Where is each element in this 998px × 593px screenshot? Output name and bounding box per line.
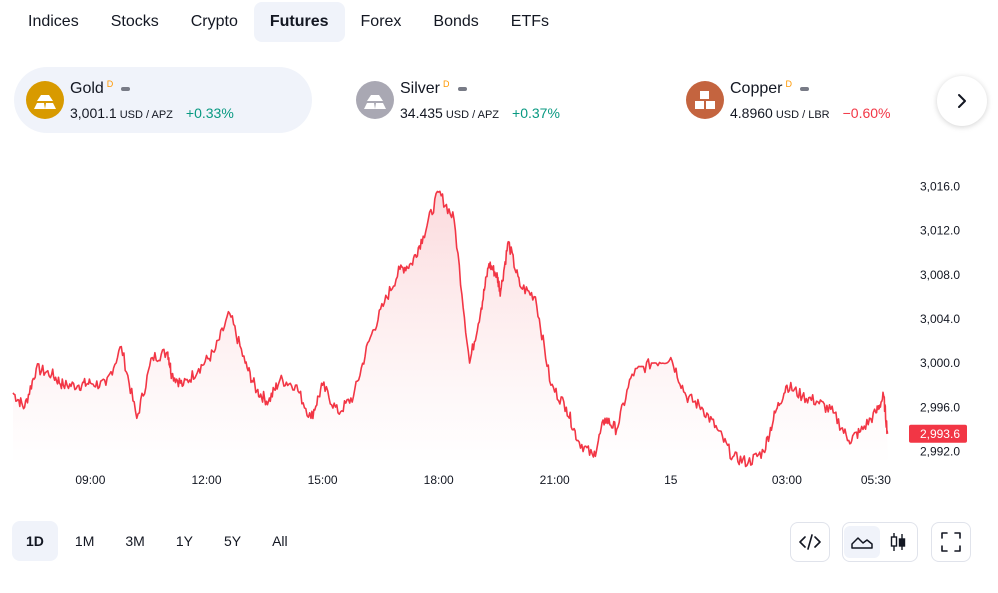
area-chart-button[interactable]: [844, 526, 880, 558]
y-tick-label: 3,012.0: [920, 224, 960, 238]
tab-futures[interactable]: Futures: [253, 2, 345, 42]
market-status-icon: [799, 87, 809, 91]
ticker-copper[interactable]: Copper D 4.8960 USD / LBR −0.60%: [674, 67, 934, 133]
ticker-change: −0.60%: [842, 105, 891, 121]
delayed-flag: D: [106, 79, 114, 89]
delayed-flag: D: [785, 79, 792, 89]
range-1d[interactable]: 1D: [12, 521, 58, 561]
chevron-right-icon: [958, 94, 966, 108]
x-tick-label: 03:00: [772, 473, 802, 487]
x-tick-label: 15:00: [308, 473, 338, 487]
range-5y[interactable]: 5Y: [223, 533, 242, 549]
ticker-price: 3,001.1: [70, 105, 117, 121]
ticker-change: +0.37%: [512, 105, 560, 121]
market-status-icon: [121, 87, 131, 91]
ticker-silver[interactable]: Silver D 34.435 USD / APZ +0.37%: [344, 67, 634, 133]
range-selector: 1D 1M 3M 1Y 5Y All: [12, 521, 305, 561]
y-tick-label: 3,008.0: [920, 268, 960, 282]
y-tick-label: 2,992.0: [920, 444, 960, 458]
market-tabs: Indices Stocks Crypto Futures Forex Bond…: [12, 2, 565, 42]
ticker-name: Copper: [730, 80, 783, 97]
ticker-carousel: Gold D 3,001.1 USD / APZ +0.33% Silver D: [14, 67, 984, 133]
x-tick-label: 15: [664, 473, 678, 487]
ticker-name: Silver: [400, 80, 441, 97]
area-chart-icon: [851, 537, 873, 549]
ticker-price: 34.435: [400, 105, 443, 121]
tab-stocks[interactable]: Stocks: [110, 13, 159, 30]
x-tick-label: 12:00: [191, 473, 221, 487]
tab-crypto[interactable]: Crypto: [190, 13, 238, 30]
carousel-next-button[interactable]: [937, 76, 987, 126]
delayed-flag: D: [443, 79, 450, 89]
y-tick-label: 2,996.0: [920, 400, 960, 414]
price-area-fill: [13, 191, 888, 467]
market-status-icon: [457, 87, 467, 91]
x-tick-label: 18:00: [424, 473, 454, 487]
chart-style-toggle: [842, 522, 918, 562]
ticker-unit: USD / APZ: [119, 109, 173, 121]
tab-indices[interactable]: Indices: [28, 13, 79, 30]
ticker-change: +0.33%: [185, 105, 234, 121]
ticker-price: 4.8960: [730, 105, 773, 121]
price-chart[interactable]: 09:00 12:00 15:00 18:00 21:00 15 03:00 05:30 3,…: [0, 150, 998, 495]
ticker-gold[interactable]: Gold D 3,001.1 USD / APZ +0.33%: [14, 67, 312, 133]
tab-forex[interactable]: Forex: [360, 13, 402, 30]
range-1m[interactable]: 1M: [74, 533, 95, 549]
y-tick-label: 3,000.0: [920, 356, 960, 370]
embed-button[interactable]: [790, 522, 830, 562]
code-icon: [799, 534, 821, 550]
last-price-label: 2,993.6: [920, 427, 960, 441]
fullscreen-icon: [941, 532, 961, 552]
ticker-name: Gold: [70, 80, 104, 97]
candlestick-chart-button[interactable]: [880, 526, 916, 558]
price-line: [12, 190, 889, 468]
y-tick-label: 3,016.0: [920, 180, 960, 194]
ticker-unit: USD / APZ: [445, 109, 500, 121]
range-all[interactable]: All: [272, 533, 288, 549]
silver-bars-icon: [356, 81, 394, 119]
last-price-tag: [909, 424, 967, 443]
range-3m[interactable]: 3M: [125, 533, 145, 549]
x-tick-label: 09:00: [75, 473, 105, 487]
x-tick-label: 21:00: [540, 473, 570, 487]
tab-bonds[interactable]: Bonds: [433, 13, 479, 30]
gold-bars-icon: [26, 81, 64, 119]
y-tick-label: 3,004.0: [920, 312, 960, 326]
fullscreen-button[interactable]: [931, 522, 971, 562]
tab-etfs[interactable]: ETFs: [510, 13, 550, 30]
x-tick-label: 05:30: [861, 473, 891, 487]
range-1y[interactable]: 1Y: [175, 533, 193, 549]
ticker-unit: USD / LBR: [775, 109, 830, 121]
copper-cubes-icon: [686, 81, 724, 119]
candlestick-icon: [890, 533, 906, 551]
